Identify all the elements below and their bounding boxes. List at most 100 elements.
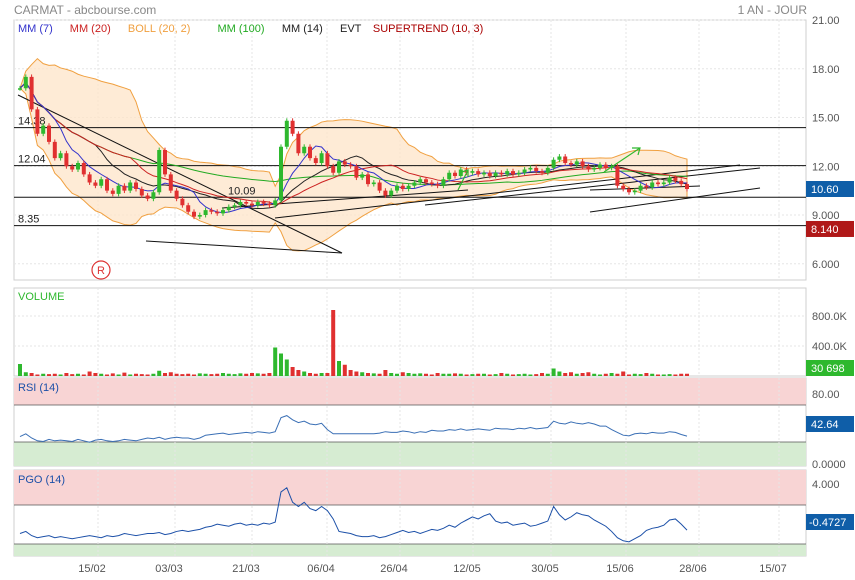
event-marker-label: R — [97, 265, 105, 277]
candle-body — [313, 158, 318, 163]
candle-body — [598, 164, 602, 168]
volume-bar — [279, 353, 283, 376]
x-tick-label: 28/06 — [679, 563, 707, 575]
volume-bar — [116, 374, 121, 376]
candle-body — [563, 156, 568, 163]
candle-body — [99, 179, 104, 186]
candle-body — [540, 171, 544, 173]
pgo-line — [19, 486, 688, 543]
trend-line-6 — [589, 185, 701, 191]
x-tick-label: 03/03 — [155, 563, 183, 575]
x-tick-label: 15/02 — [78, 563, 106, 575]
volume-bar — [76, 373, 80, 376]
supertrend-value: 8.140 — [811, 224, 839, 236]
candle-body — [522, 169, 527, 173]
price-y-tick: 12.00 — [812, 161, 840, 173]
volume-bar — [348, 370, 353, 376]
candle-body — [35, 109, 40, 134]
candle-body — [163, 150, 167, 175]
candle-body — [221, 210, 225, 214]
candle-body — [255, 202, 260, 206]
candle-body — [453, 172, 457, 176]
candle-body — [621, 185, 626, 189]
volume-bar — [70, 374, 75, 376]
volume-bar — [447, 373, 452, 376]
candle-body — [157, 150, 162, 193]
volume-bar — [470, 374, 475, 376]
volume-y-tick: 400.0K — [812, 341, 848, 353]
volume-bar — [441, 373, 446, 376]
last-price-badge — [806, 181, 854, 197]
volume-bar — [337, 361, 341, 376]
rsi-overbought-zone — [14, 378, 806, 405]
candle-body — [476, 171, 481, 175]
volume-bar — [325, 373, 330, 376]
volume-bar — [29, 373, 34, 376]
candle-body — [232, 205, 237, 207]
candle-body — [470, 171, 475, 173]
trend-line-4 — [424, 167, 761, 206]
candle-body — [435, 184, 440, 186]
candle-body — [302, 146, 307, 154]
volume-bar — [644, 373, 649, 376]
legend-mm14: MM (14) — [282, 23, 323, 35]
legend-st: SUPERTREND (10, 3) — [373, 23, 483, 35]
candle-body — [371, 182, 376, 185]
candle-body — [424, 179, 428, 183]
rsi-line — [19, 415, 688, 443]
candle-body — [273, 200, 278, 206]
volume-bar — [400, 372, 405, 376]
volume-bar — [673, 374, 678, 376]
volume-bar — [487, 374, 492, 376]
rsi-last-value: 42.64 — [811, 419, 839, 431]
trend-line-1 — [17, 94, 343, 254]
volume-bar — [342, 364, 347, 376]
volume-bar — [18, 364, 22, 376]
x-tick-label: 26/04 — [380, 563, 408, 575]
rsi-y-tick: 0.0000 — [812, 459, 846, 471]
candle-body — [661, 182, 666, 185]
volume-bar — [540, 373, 544, 376]
level-label-3: 8.35 — [18, 214, 39, 226]
volume-bar — [290, 367, 295, 376]
event-marker-circle — [91, 260, 111, 280]
candle-body — [464, 169, 469, 173]
volume-bar — [174, 373, 179, 376]
candle-body — [29, 76, 34, 110]
candle-body — [545, 167, 550, 173]
rsi-title: RSI (14) — [18, 382, 59, 394]
volume-bar — [371, 373, 376, 376]
rsi-y-tick: 80.00 — [812, 389, 840, 401]
volume-bar — [313, 373, 318, 376]
candle-body — [389, 190, 394, 196]
candle-body — [122, 185, 127, 191]
volume-bar — [122, 372, 127, 376]
candle-body — [47, 125, 51, 142]
candle-body — [383, 190, 388, 196]
candle-body — [52, 141, 57, 159]
volume-bar — [134, 373, 138, 376]
volume-bar — [163, 373, 167, 376]
volume-bar — [273, 347, 278, 376]
candle-body — [528, 167, 533, 170]
volume-bar — [296, 370, 301, 376]
up-arrow — [603, 147, 641, 173]
candle-body — [644, 185, 649, 188]
candle-body — [418, 179, 423, 183]
up-arrow — [457, 169, 469, 191]
volume-bar — [412, 373, 417, 376]
volume-bar — [99, 373, 104, 376]
chart-title: CARMAT - abcbourse.com — [14, 3, 157, 17]
volume-bar — [464, 374, 469, 376]
volume-bar — [632, 373, 637, 376]
candle-body — [58, 153, 63, 159]
candle-body — [41, 125, 46, 134]
candle-body — [244, 202, 249, 204]
pgo-last-value: -0.4727 — [809, 517, 846, 529]
volume-bar — [261, 373, 266, 376]
volume-bar — [545, 373, 550, 376]
candle-body — [128, 182, 133, 191]
pgo-y-tick: 4.000 — [812, 479, 840, 491]
volume-bar — [528, 374, 533, 376]
